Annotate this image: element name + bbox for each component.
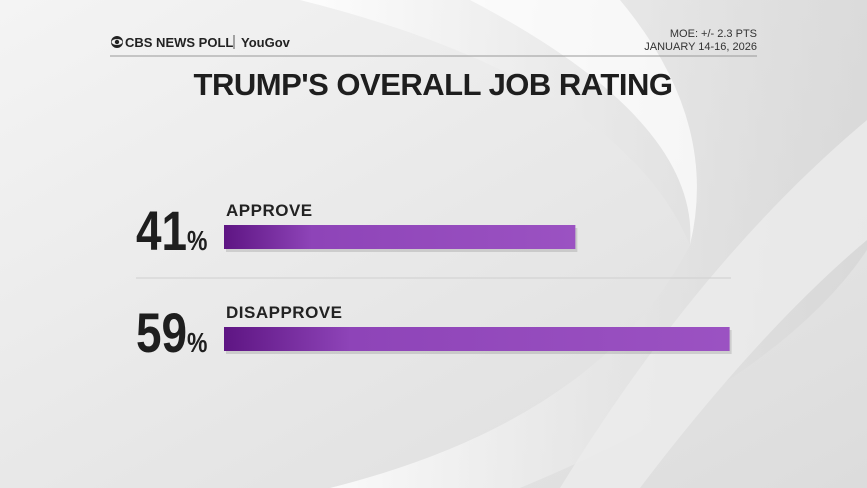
cbs-logo <box>111 36 123 48</box>
swoosh-lower <box>560 120 867 488</box>
bar <box>224 327 730 351</box>
category-label: DISAPPROVE <box>226 303 342 322</box>
source: CBS NEWS POLL <box>125 35 233 50</box>
chart-title: TRUMP'S OVERALL JOB RATING <box>194 67 673 102</box>
swoosh-highlight <box>470 0 697 245</box>
value-label: 41% <box>136 200 208 262</box>
date: JANUARY 14-16, 2026 <box>644 41 757 53</box>
partner: YouGov <box>241 35 291 50</box>
value-label: 59% <box>136 302 208 364</box>
category-label: APPROVE <box>226 201 313 220</box>
bar <box>224 225 576 249</box>
moe: MOE: +/- 2.3 PTS <box>670 28 757 40</box>
